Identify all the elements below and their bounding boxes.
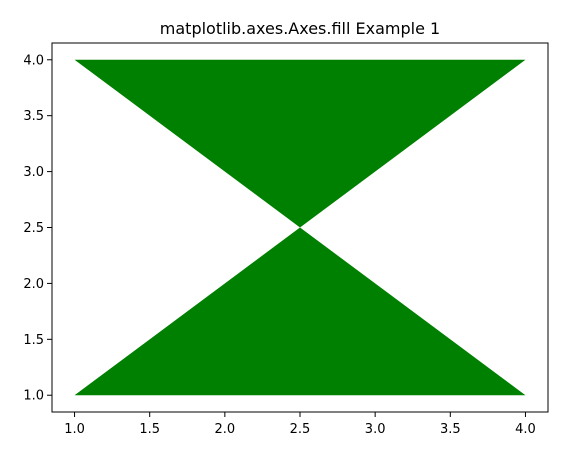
fill-polygon-1 <box>74 59 526 396</box>
x-tick-label: 1.0 <box>64 422 85 437</box>
y-tick-label: 2.0 <box>23 277 44 292</box>
y-tick-label: 2.5 <box>23 221 44 236</box>
x-tick-label: 3.5 <box>440 422 461 437</box>
y-tick-label: 4.0 <box>23 53 44 68</box>
x-tick-label: 2.5 <box>290 422 311 437</box>
plot-area <box>74 59 526 396</box>
x-tick-label: 3.0 <box>365 422 386 437</box>
y-tick-label: 1.5 <box>23 333 44 348</box>
y-tick-label: 1.0 <box>23 389 44 404</box>
x-tick-label: 1.5 <box>139 422 160 437</box>
x-tick-label: 2.0 <box>215 422 236 437</box>
y-tick-label: 3.0 <box>23 165 44 180</box>
axes: 1.0 1.5 2.0 2.5 3.0 3.5 4.0 1.0 1.5 2.0 2.5 3.0 3.5 4… <box>23 42 549 437</box>
x-tick-label: 4.0 <box>515 422 536 437</box>
chart-title: matplotlib.axes.Axes.fill Example 1 <box>160 19 440 38</box>
y-tick-label: 3.5 <box>23 109 44 124</box>
